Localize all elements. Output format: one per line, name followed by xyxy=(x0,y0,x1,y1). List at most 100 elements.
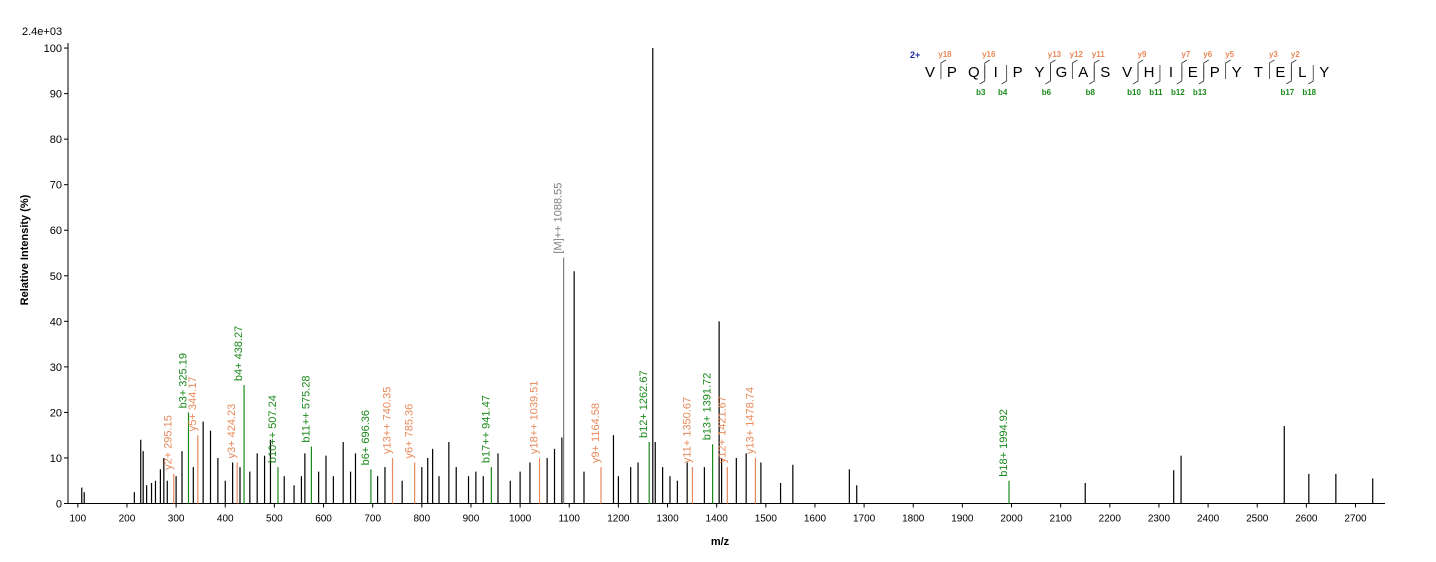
y-ion-mark xyxy=(1269,59,1275,79)
y-tick-label: 20 xyxy=(50,407,62,419)
y-tick-label: 80 xyxy=(50,134,62,146)
b-ion-label: b4 xyxy=(998,88,1008,97)
y-ion-label: y7 xyxy=(1181,50,1190,59)
peak-label: y3+ 424.23 xyxy=(226,404,238,459)
y-tick-label: 50 xyxy=(50,271,62,283)
x-tick-label: 2400 xyxy=(1197,514,1220,525)
x-tick-label: 1200 xyxy=(607,514,630,525)
b-ion-mark xyxy=(1089,65,1095,85)
x-tick-label: 1300 xyxy=(656,514,679,525)
x-tick-label: 2200 xyxy=(1099,514,1122,525)
y-tick-label: 0 xyxy=(56,499,62,511)
peak-label: y12+ 1421.67 xyxy=(716,396,728,463)
peak-label: y6+ 785.36 xyxy=(404,404,416,459)
y-ion-mark xyxy=(1181,59,1188,79)
b-ion-mark xyxy=(979,65,986,85)
b-ion-label: b17 xyxy=(1280,88,1294,97)
peak-label: b3+ 325.19 xyxy=(177,353,189,408)
x-tick-label: 2000 xyxy=(1000,514,1023,525)
y-axis-title: Relative Intensity (%) xyxy=(19,194,31,305)
y-tick-label: 10 xyxy=(50,453,62,465)
y-ion-label: y2 xyxy=(1291,50,1300,59)
b-ion-label: b6 xyxy=(1042,88,1052,97)
x-tick-label: 1900 xyxy=(951,514,974,525)
x-tick-label: 700 xyxy=(364,514,381,525)
y-ion-label: y16 xyxy=(982,50,996,59)
residue: E xyxy=(1275,64,1285,81)
x-tick-label: 1700 xyxy=(853,514,876,525)
peak-label: y13++ 740.35 xyxy=(382,387,394,454)
x-tick-label: 800 xyxy=(413,514,430,525)
peak-label: y11+ 1350.67 xyxy=(681,397,693,463)
y-tick-label: 40 xyxy=(50,316,62,328)
x-tick-label: 1100 xyxy=(558,514,580,525)
residue: P xyxy=(1013,64,1023,81)
x-tick-label: 500 xyxy=(266,514,283,525)
peak-label: b13+ 1391.72 xyxy=(702,373,714,441)
residue: H xyxy=(1144,64,1155,81)
peak-label: y13+ 1478.74 xyxy=(744,387,756,454)
peak-label: b10++ 507.24 xyxy=(267,395,279,463)
residue: Y xyxy=(1034,64,1044,81)
residue: T xyxy=(1254,64,1263,81)
x-tick-label: 2100 xyxy=(1050,514,1073,525)
y-tick-label: 100 xyxy=(44,43,62,55)
peak-label: b11++ 575.28 xyxy=(300,375,312,442)
b-ion-label: b3 xyxy=(976,88,986,97)
residue: I xyxy=(994,64,998,81)
residue: Y xyxy=(1319,64,1329,81)
scale-label: 2.4e+03 xyxy=(22,26,62,38)
x-tick-label: 900 xyxy=(463,514,480,525)
y-ion-label: y18 xyxy=(938,50,952,59)
x-tick-label: 100 xyxy=(69,514,86,525)
b-ion-label: b13 xyxy=(1193,88,1207,97)
peak-label: y2+ 295.15 xyxy=(163,415,175,470)
peak-label: b18+ 1994.92 xyxy=(998,409,1010,477)
y-ion-mark xyxy=(1290,59,1297,79)
x-tick-label: 200 xyxy=(119,514,136,525)
y-ion-mark xyxy=(1203,59,1209,79)
y-ion-label: y5 xyxy=(1225,50,1234,59)
peak-label: y5+ 344.17 xyxy=(187,376,199,431)
y-ion-mark xyxy=(1225,59,1231,79)
peak-label: y9+ 1164.58 xyxy=(590,403,602,463)
x-tick-label: 1500 xyxy=(755,514,778,525)
residue: L xyxy=(1298,64,1306,81)
b-ion-label: b12 xyxy=(1171,88,1185,97)
b-ion-mark xyxy=(1176,65,1183,85)
b-ion-mark xyxy=(1132,65,1139,85)
x-tick-label: 2500 xyxy=(1246,514,1269,525)
x-tick-label: 1800 xyxy=(902,514,925,525)
peak-label: [M]++ 1088.55 xyxy=(553,183,565,254)
y-tick-label: 60 xyxy=(50,225,62,237)
y-ion-mark xyxy=(1137,59,1144,79)
y-ion-label: y9 xyxy=(1138,50,1147,59)
b-ion-mark xyxy=(1308,65,1314,85)
x-tick-label: 1400 xyxy=(706,514,729,525)
x-tick-label: 2300 xyxy=(1148,514,1171,525)
b-ion-mark xyxy=(1154,65,1161,85)
residue: E xyxy=(1188,64,1198,81)
y-ion-mark xyxy=(940,59,947,79)
b-ion-mark xyxy=(1045,65,1051,85)
x-tick-label: 1000 xyxy=(509,514,532,525)
peak-label: b6+ 696.36 xyxy=(360,410,372,465)
residue: Q xyxy=(968,64,980,81)
residue: S xyxy=(1100,64,1110,81)
b-ion-mark xyxy=(1286,65,1292,85)
peak-label: b4+ 438.27 xyxy=(233,326,245,381)
y-ion-label: y13 xyxy=(1048,50,1062,59)
y-ion-mark xyxy=(1093,59,1100,79)
y-ion-label: y3 xyxy=(1269,50,1278,59)
residue: Y xyxy=(1232,64,1242,81)
b-ion-label: b18 xyxy=(1302,88,1316,97)
x-tick-label: 2700 xyxy=(1344,514,1367,525)
y-ion-label: y12 xyxy=(1070,50,1084,59)
peak-label: b17++ 941.47 xyxy=(480,395,492,463)
y-tick-label: 30 xyxy=(50,362,62,374)
x-tick-label: 2600 xyxy=(1295,514,1318,525)
b-ion-mark xyxy=(1001,65,1008,85)
charge-state: 2+ xyxy=(910,50,920,60)
y-tick-label: 70 xyxy=(50,180,62,192)
